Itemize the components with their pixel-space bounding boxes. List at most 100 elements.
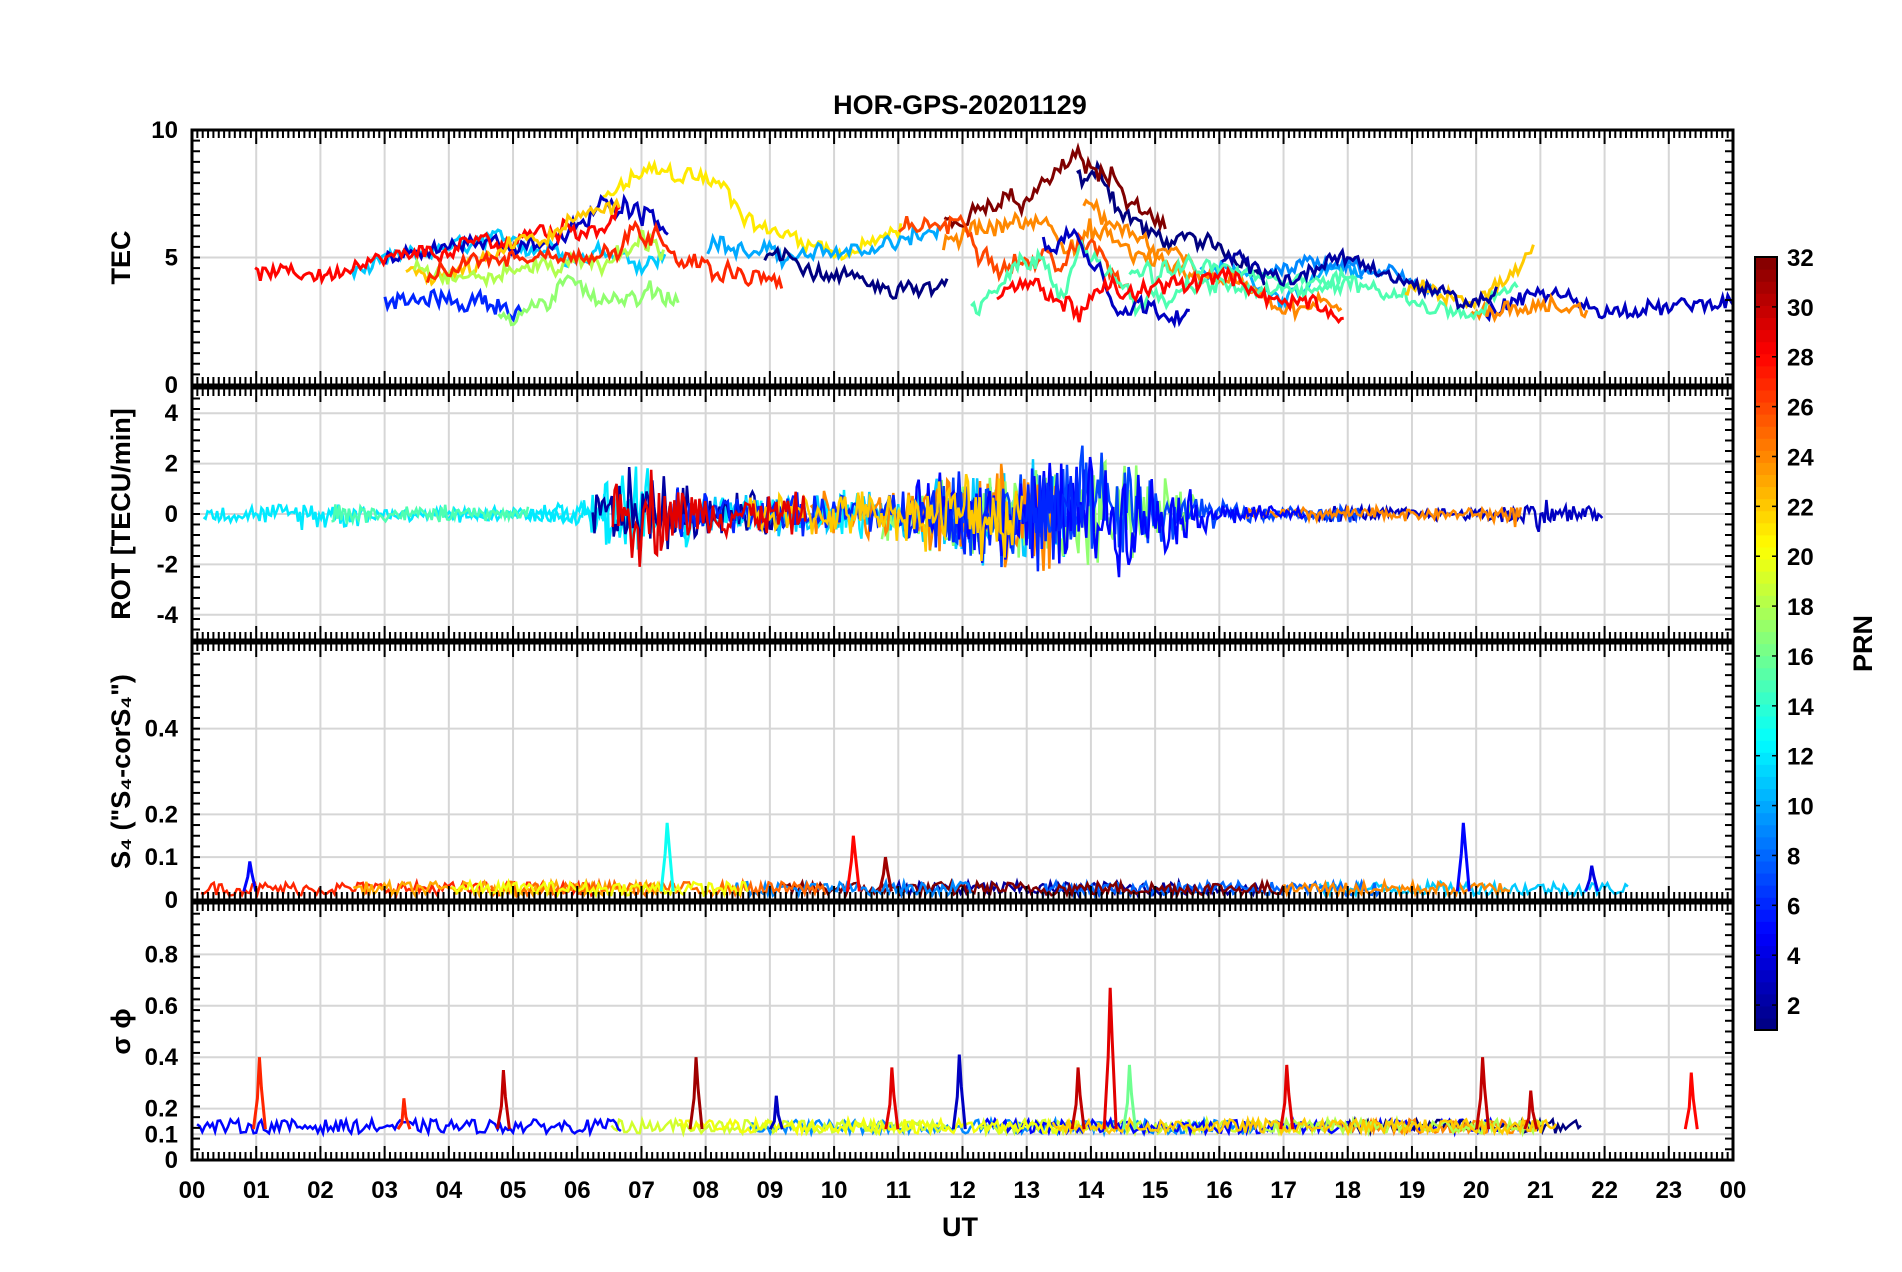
x-tick-label: 22 [1591, 1177, 1618, 1204]
colorbar-tick-label: 8 [1787, 843, 1800, 870]
x-tick-label: 11 [886, 1177, 911, 1204]
colorbar-swatch [1755, 377, 1777, 391]
colorbar-swatch [1755, 510, 1777, 524]
x-tick-label: 04 [435, 1177, 462, 1204]
y-tick-label: 0.2 [145, 1096, 178, 1123]
colorbar-swatch [1755, 269, 1777, 282]
colorbar-swatch [1755, 317, 1777, 331]
x-tick-label: 19 [1399, 1177, 1426, 1204]
x-tick-label: 23 [1655, 1177, 1682, 1204]
sigma-trace [610, 1115, 949, 1138]
x-tick-label: 12 [949, 1177, 976, 1204]
colorbar-swatch [1755, 897, 1777, 910]
sigma-peak [688, 1057, 704, 1130]
rot-trace [202, 493, 633, 545]
tec-trace [497, 274, 680, 327]
colorbar-tick-label: 10 [1787, 794, 1814, 821]
colorbar-swatch [1755, 546, 1777, 560]
x-tick-label: 06 [564, 1177, 591, 1204]
x-tick-label: 01 [243, 1177, 270, 1204]
colorbar-swatch [1755, 281, 1777, 294]
y-tick-label: 0 [165, 1147, 178, 1174]
x-tick-label: 10 [821, 1177, 848, 1204]
colorbar-swatch [1755, 800, 1777, 814]
colorbar-swatch [1755, 655, 1777, 669]
x-tick-label: 03 [371, 1177, 398, 1204]
sigma-peak [951, 1054, 967, 1130]
colorbar-tick-label: 18 [1787, 594, 1814, 621]
colorbar-swatch [1755, 365, 1777, 379]
panel-rot: -4 -2 0 2 4 ROT [TECU/min] [106, 386, 1735, 642]
sigma-peak [251, 1057, 267, 1130]
sigma-peak [1279, 1064, 1295, 1130]
y-tick-label: 0.1 [145, 1121, 178, 1148]
rot-trace [611, 469, 807, 567]
colorbar-swatch [1755, 257, 1777, 270]
tec-trace [1128, 252, 1519, 321]
colorbar-tick-label: 12 [1787, 744, 1814, 771]
y-tick-label: 0 [165, 372, 178, 399]
y-tick-label: 10 [151, 117, 178, 144]
tec-trace [602, 158, 903, 262]
tec-trace [996, 265, 1344, 325]
colorbar-swatch [1755, 558, 1777, 572]
series-group [196, 987, 1699, 1138]
s4-trace [1282, 877, 1511, 899]
series-group [254, 142, 1733, 329]
x-tick-label: 05 [500, 1177, 527, 1204]
y-tick-label: 0 [165, 887, 178, 914]
tec-trace [254, 203, 621, 286]
colorbar-tick-label: 26 [1787, 395, 1814, 422]
tec-trace [941, 210, 1343, 323]
colorbar-swatch [1755, 353, 1777, 367]
s4-trace [1318, 877, 1629, 900]
tec-trace [425, 219, 784, 291]
s4-peak [1584, 865, 1600, 892]
colorbar-tick-label: 16 [1787, 644, 1814, 671]
colorbar-swatch [1755, 872, 1777, 886]
sigma-peak [1070, 1067, 1086, 1130]
x-tick-label: 15 [1142, 1177, 1169, 1204]
tec-trace [1041, 224, 1190, 329]
panel-tec: 0 5 10 TEC [106, 117, 1735, 399]
y-axis-label: ROT [TECU/min] [106, 408, 136, 619]
colorbar-swatch [1755, 836, 1777, 850]
x-tick-label: 21 [1527, 1177, 1554, 1204]
colorbar-tick-label: 2 [1787, 993, 1800, 1020]
colorbar-swatch [1755, 945, 1777, 959]
sigma-peak [1475, 1057, 1491, 1130]
colorbar-swatch [1755, 957, 1777, 971]
x-tick-label: 16 [1206, 1177, 1233, 1204]
colorbar-swatch [1755, 812, 1777, 826]
rot-trace [331, 503, 530, 527]
colorbar-swatch [1755, 909, 1777, 922]
chart-title: HOR-GPS-20201129 [833, 90, 1087, 120]
colorbar-swatch [1755, 498, 1777, 512]
rot-trace [591, 467, 785, 552]
colorbar-swatch [1755, 414, 1777, 427]
x-tick-label: 07 [628, 1177, 655, 1204]
tec-trace [1082, 197, 1201, 279]
tec-trace [383, 287, 523, 323]
tec-trace [943, 142, 1167, 233]
colorbar-tick-label: 22 [1787, 494, 1814, 521]
y-tick-label: 5 [165, 245, 178, 272]
tec-trace [382, 193, 669, 266]
tec-trace [1485, 285, 1733, 323]
colorbar-swatch [1755, 534, 1777, 548]
colorbar-swatch [1755, 438, 1777, 451]
s4-peak [242, 861, 258, 892]
x-tick-label: 20 [1463, 1177, 1490, 1204]
x-tick-label: 00 [179, 1177, 206, 1204]
colorbar-swatch [1755, 679, 1777, 693]
colorbar-swatch [1755, 341, 1777, 355]
colorbar-swatch [1755, 885, 1777, 898]
series-group [202, 445, 1604, 578]
colorbar-label: PRN [1848, 615, 1878, 672]
colorbar-swatch [1755, 848, 1777, 862]
x-tick-label: 17 [1270, 1177, 1297, 1204]
sigma-peak [1121, 1064, 1137, 1130]
colorbar-swatch [1755, 969, 1777, 983]
